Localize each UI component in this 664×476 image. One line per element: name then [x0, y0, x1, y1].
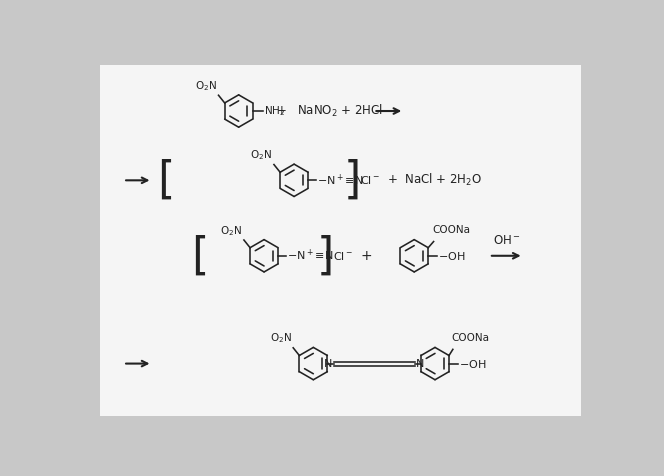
Text: [: [ — [191, 234, 209, 278]
FancyBboxPatch shape — [100, 65, 580, 416]
Text: $-$N$^+$$\!\equiv\!$N: $-$N$^+$$\!\equiv\!$N — [287, 248, 333, 263]
Text: COONa: COONa — [432, 225, 470, 235]
Text: $-$OH: $-$OH — [438, 250, 465, 262]
Text: NH$_2$: NH$_2$ — [264, 104, 286, 118]
Text: $-$N$^+$$\!\equiv\!$N: $-$N$^+$$\!\equiv\!$N — [317, 173, 363, 188]
Text: OH$^-$: OH$^-$ — [493, 234, 521, 247]
Text: ]: ] — [316, 234, 333, 278]
Text: $-$OH: $-$OH — [459, 357, 487, 369]
Text: [: [ — [157, 159, 174, 202]
Text: $+$: $+$ — [360, 249, 372, 263]
Text: Cl$^-$: Cl$^-$ — [361, 174, 380, 186]
Text: $+$  NaCl + 2H$_2$O: $+$ NaCl + 2H$_2$O — [387, 172, 482, 188]
Text: O$_2$N: O$_2$N — [195, 79, 217, 93]
Text: O$_2$N: O$_2$N — [250, 149, 272, 162]
Text: COONa: COONa — [452, 333, 489, 343]
Text: N: N — [416, 358, 424, 368]
Text: O$_2$N: O$_2$N — [270, 332, 291, 346]
Text: N: N — [325, 358, 333, 368]
Text: Cl$^-$: Cl$^-$ — [333, 250, 353, 262]
Text: $+$   NaNO$_2$ + 2HCl: $+$ NaNO$_2$ + 2HCl — [276, 103, 382, 119]
Text: O$_2$N: O$_2$N — [220, 224, 242, 238]
Text: ]: ] — [344, 159, 361, 202]
